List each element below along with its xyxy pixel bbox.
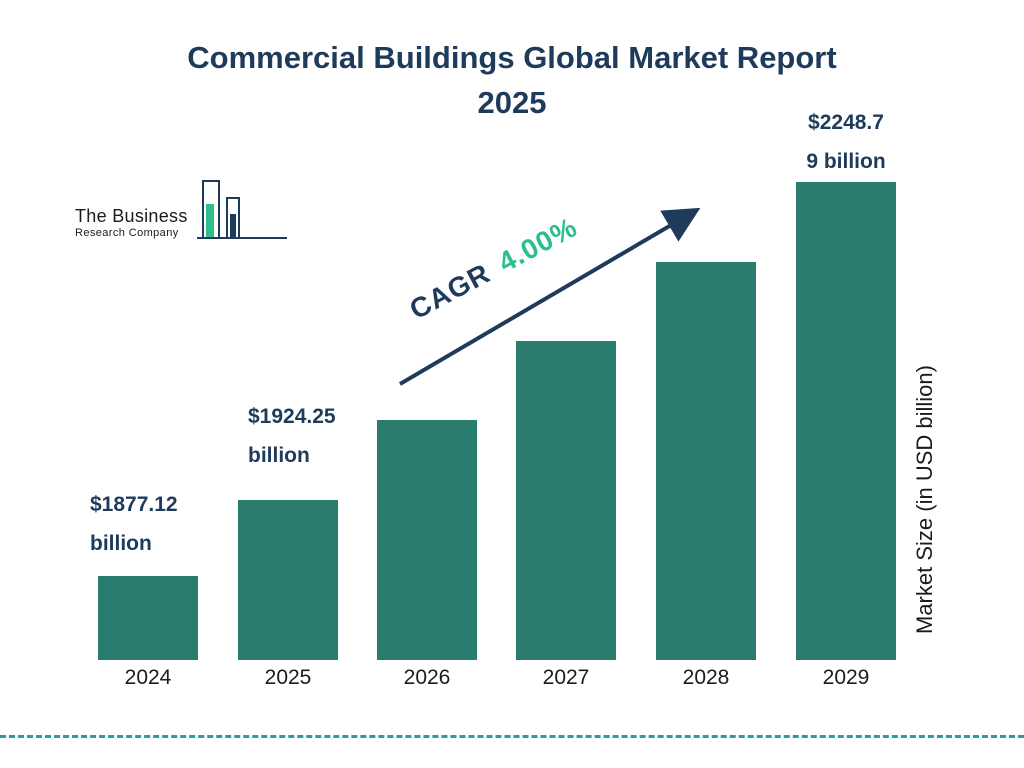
x-tick-2029: 2029 bbox=[822, 666, 870, 689]
value-label-2025-unit: billion bbox=[248, 443, 310, 467]
value-label-2029-unit: 9 billion bbox=[806, 149, 886, 173]
value-label-2025: $1924.25 billion bbox=[248, 398, 336, 476]
page-title-line1: Commercial Buildings Global Market Repor… bbox=[187, 40, 837, 75]
x-tick-2028: 2028 bbox=[682, 666, 730, 689]
logo-subname: Research Company bbox=[75, 227, 179, 239]
x-tick-2026: 2026 bbox=[403, 666, 451, 689]
x-tick-2024: 2024 bbox=[124, 666, 172, 689]
page-title: Commercial Buildings Global Market Repor… bbox=[80, 36, 944, 126]
value-label-2024: $1877.12 billion bbox=[90, 486, 178, 564]
bar-2024 bbox=[98, 576, 198, 660]
value-label-2029-amount: $2248.7 bbox=[808, 111, 884, 134]
y-axis-label: Market Size (in USD billion) bbox=[912, 365, 937, 635]
logo-text: The Business Research Company bbox=[75, 206, 188, 239]
value-label-2025-amount: $1924.25 bbox=[248, 405, 336, 428]
page-title-line2: 2025 bbox=[477, 84, 547, 120]
bar-2026 bbox=[377, 420, 477, 660]
bar-2025 bbox=[238, 500, 338, 660]
cagr-arrow-icon bbox=[398, 207, 701, 386]
x-tick-2025: 2025 bbox=[264, 666, 312, 689]
logo: The Business Research Company bbox=[75, 178, 287, 248]
bar-2029 bbox=[796, 182, 896, 660]
value-label-2029: $2248.7 9 billion bbox=[790, 104, 902, 182]
x-tick-2027: 2027 bbox=[542, 666, 590, 689]
bottom-dashed-divider bbox=[0, 735, 1024, 738]
bar-chart-logo-icon bbox=[197, 178, 289, 249]
bar-2027 bbox=[516, 341, 616, 660]
value-label-2024-unit: billion bbox=[90, 531, 152, 555]
bar-2028 bbox=[656, 262, 756, 660]
value-label-2024-amount: $1877.12 bbox=[90, 493, 178, 516]
logo-name: The Business bbox=[75, 206, 188, 226]
